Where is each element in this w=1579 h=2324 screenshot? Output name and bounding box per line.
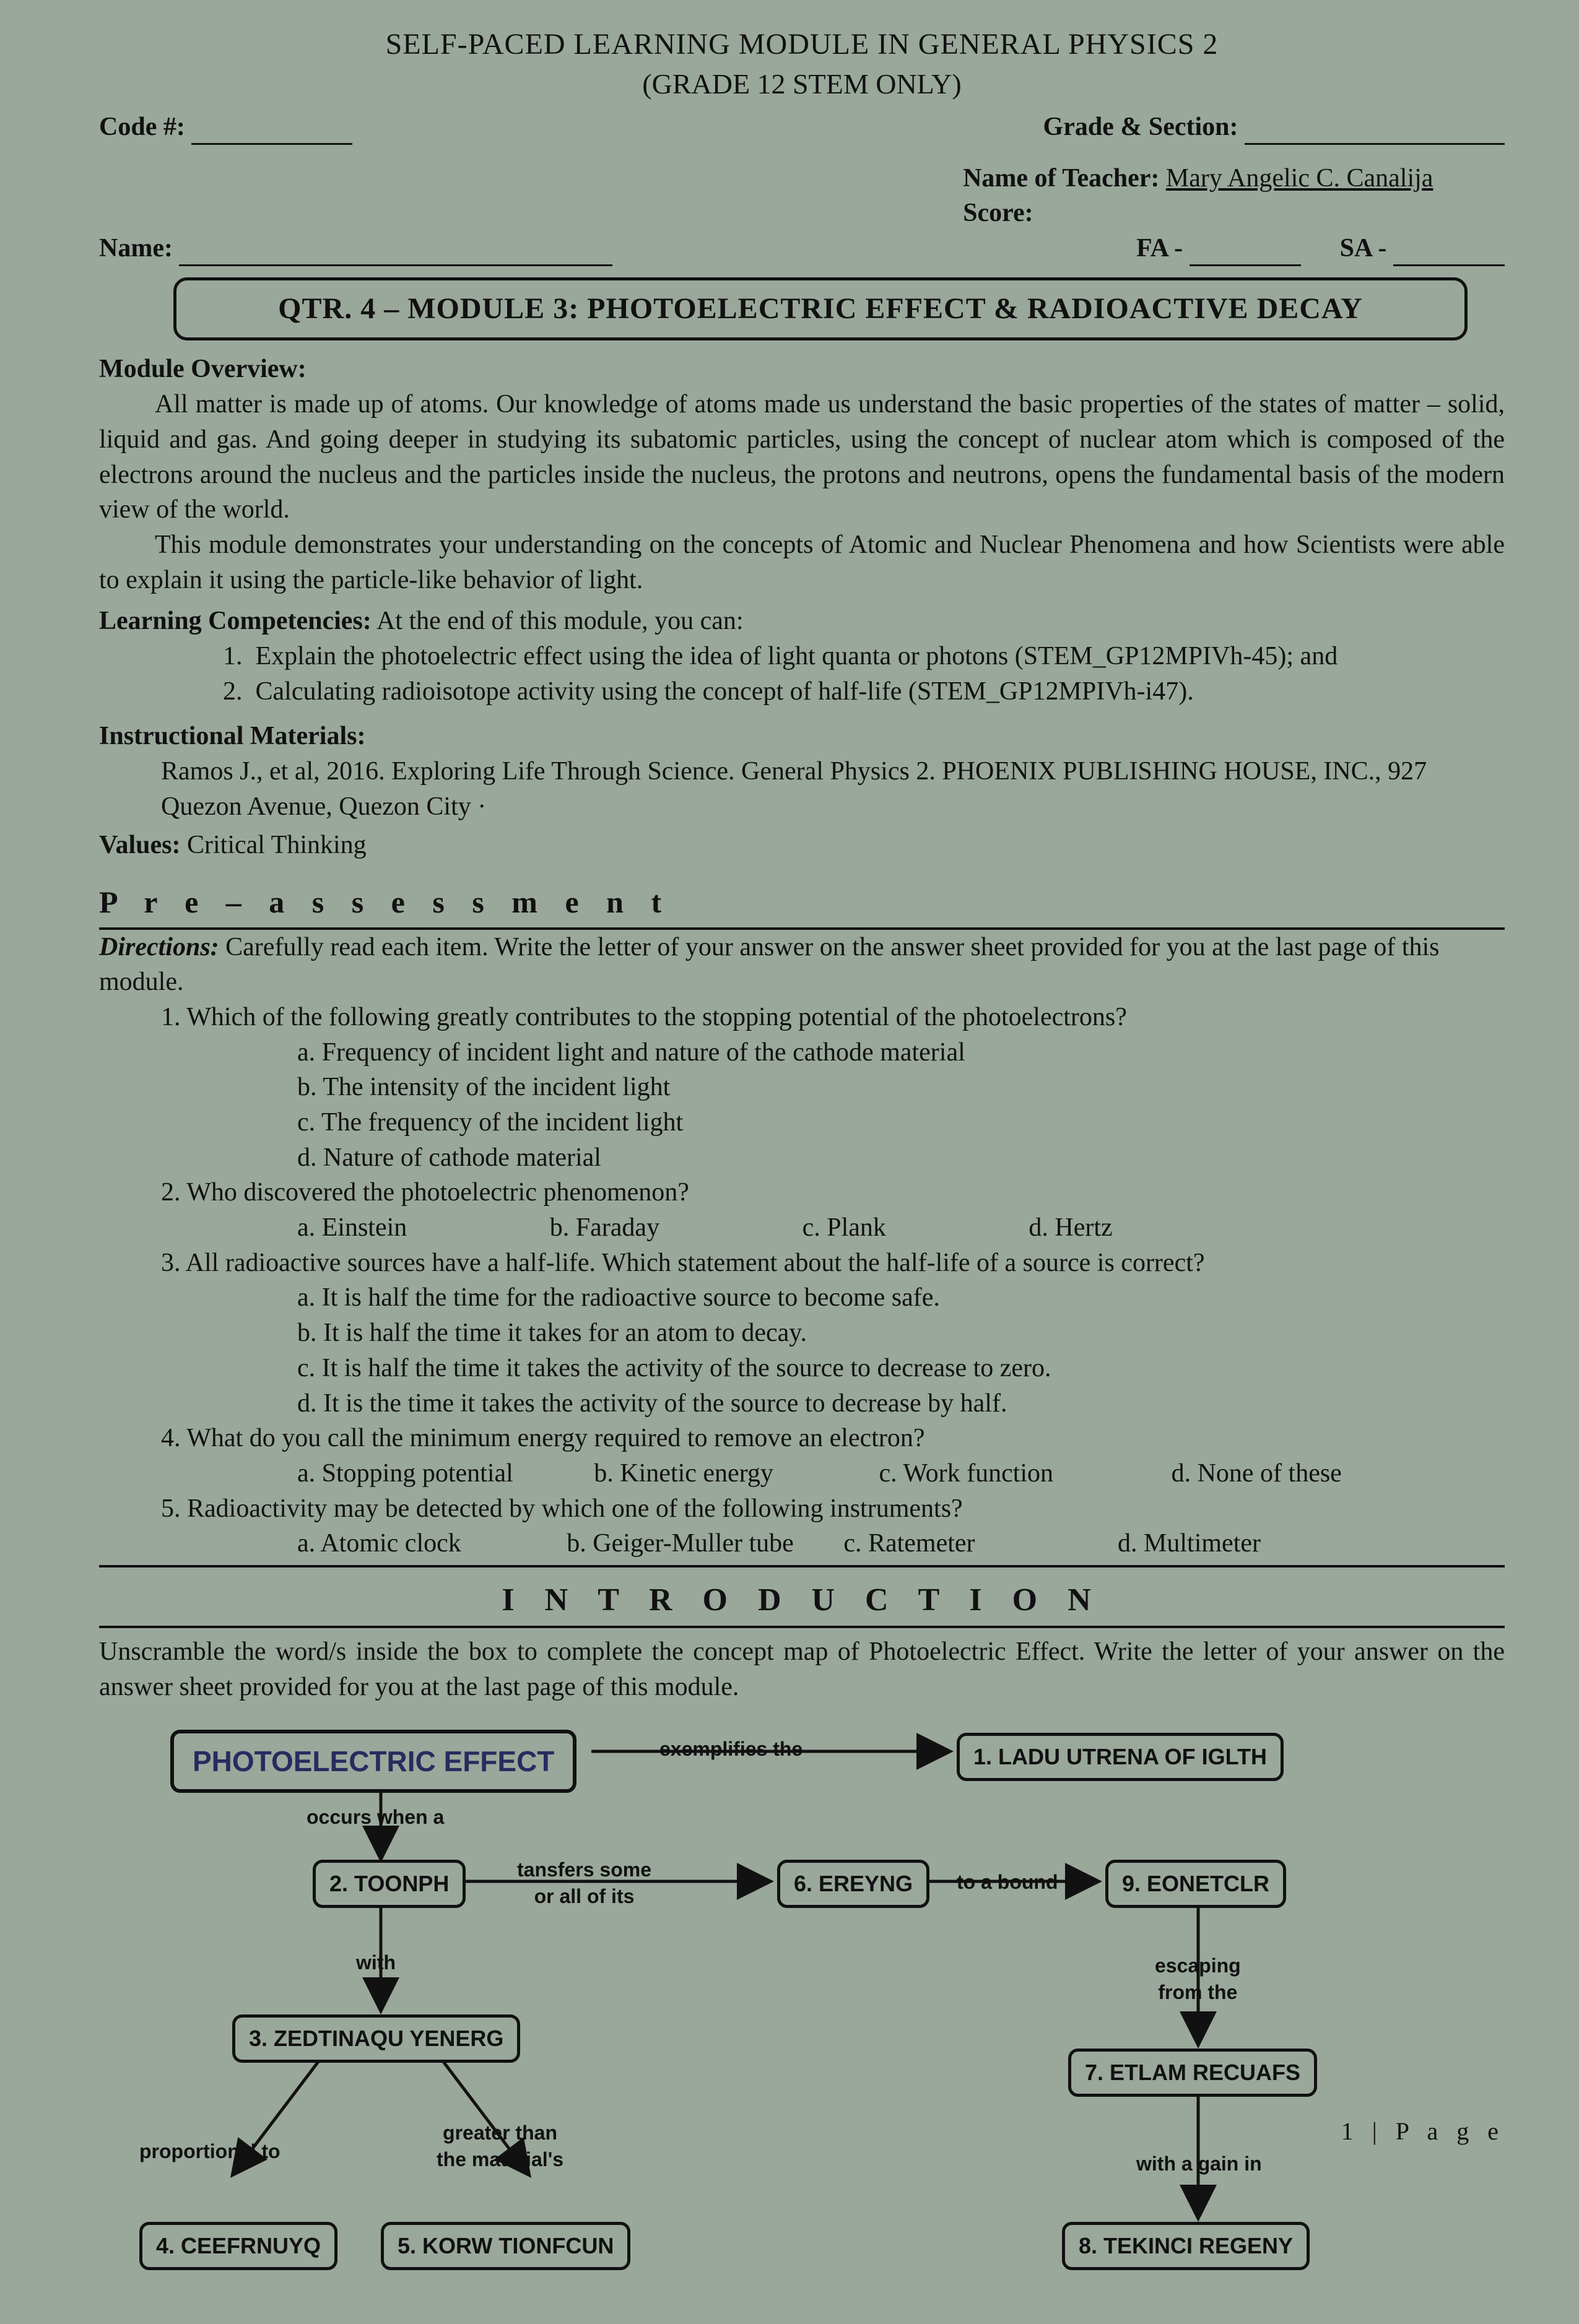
overview-p1: All matter is made up of atoms. Our know… — [99, 387, 1505, 527]
node-6: 6. EREYNG — [777, 1860, 929, 1909]
competencies-lead: At the end of this module, you can: — [376, 607, 744, 635]
directions-label: Directions: — [99, 933, 219, 961]
q2-choices: a. Einstein b. Faraday c. Plank d. Hertz — [297, 1210, 1505, 1246]
edge-9-7: escaping from the — [1155, 1953, 1241, 2006]
code-blank[interactable] — [191, 114, 352, 144]
edge-6-9: to a bound — [957, 1869, 1058, 1896]
q4-stem: 4. What do you call the minimum energy r… — [161, 1421, 1505, 1456]
q4-c: c. Work function — [879, 1456, 1053, 1491]
directions: Directions: Carefully read each item. Wr… — [99, 930, 1505, 1000]
page: SELF-PACED LEARNING MODULE IN GENERAL PH… — [0, 0, 1579, 2173]
q2-c: c. Plank — [803, 1210, 886, 1246]
node-4: 4. CEEFRNUYQ — [139, 2222, 337, 2271]
competency-1: 1. Explain the photoelectric effect usin… — [223, 639, 1505, 674]
node-1: 1. LADU UTRENA OF IGLTH — [957, 1733, 1284, 1782]
sa-label: SA - — [1340, 234, 1387, 262]
module-box: QTR. 4 – MODULE 3: PHOTOELECTRIC EFFECT … — [173, 277, 1468, 341]
values-block: Values: Critical Thinking — [99, 828, 1505, 863]
competency-2: 2. Calculating radioisotope activity usi… — [223, 674, 1505, 709]
introduction-heading: I N T R O D U C T I O N — [99, 1579, 1505, 1622]
teacher-label: Name of Teacher: — [963, 164, 1159, 193]
intro-text: Unscramble the word/s inside the box to … — [99, 1634, 1505, 1704]
teacher-block: Name of Teacher: Mary Angelic C. Canalij… — [963, 161, 1505, 266]
materials-text: Ramos J., et al, 2016. Exploring Life Th… — [161, 754, 1505, 824]
q2-a: a. Einstein — [297, 1210, 407, 1246]
q2-b: b. Faraday — [550, 1210, 659, 1246]
q1-b: b. The intensity of the incident light — [297, 1070, 1505, 1105]
q4-d: d. None of these — [1172, 1456, 1342, 1491]
q5-a: a. Atomic clock — [297, 1526, 461, 1561]
values-heading: Values: — [99, 831, 180, 859]
q5-stem: 5. Radioactivity may be detected by whic… — [161, 1491, 1505, 1527]
edge-7-8: with a gain in — [1136, 2151, 1262, 2177]
grade-field: Grade & Section: — [1043, 110, 1505, 145]
divider-2 — [99, 1626, 1505, 1628]
header-row-2: Name: Name of Teacher: Mary Angelic C. C… — [99, 161, 1505, 266]
score-label: Score: — [963, 199, 1033, 227]
edge-2-6: tansfers some or all of its — [517, 1857, 651, 1910]
values-text: Critical Thinking — [187, 831, 367, 859]
edge-root-2: occurs when a — [307, 1804, 444, 1831]
page-number: 1 | P a g e — [1341, 2115, 1505, 2148]
q2-stem: 2. Who discovered the photoelectric phen… — [161, 1175, 1505, 1210]
competencies-heading: Learning Competencies: — [99, 607, 372, 635]
overview-p2: This module demonstrates your understand… — [99, 527, 1505, 597]
grade-blank[interactable] — [1245, 114, 1505, 144]
competency-1-text: Explain the photoelectric effect using t… — [256, 642, 1338, 670]
module-title: SELF-PACED LEARNING MODULE IN GENERAL PH… — [99, 25, 1505, 65]
competencies-block: Learning Competencies: At the end of thi… — [99, 604, 1505, 639]
q1-c: c. The frequency of the incident light — [297, 1105, 1505, 1140]
node-7: 7. ETLAM RECUAFS — [1068, 2049, 1317, 2097]
q5-choices: a. Atomic clock b. Geiger-Muller tube c.… — [297, 1526, 1505, 1561]
q2-d: d. Hertz — [1029, 1210, 1112, 1246]
code-field: Code #: — [99, 110, 352, 145]
grade-label: Grade & Section: — [1043, 113, 1238, 141]
node-root: PHOTOELECTRIC EFFECT — [170, 1730, 576, 1793]
materials-heading: Instructional Materials: — [99, 719, 1505, 754]
header-row-1: Code #: Grade & Section: — [99, 110, 1505, 145]
q3-a: a. It is half the time for the radioacti… — [297, 1280, 1505, 1316]
q1-stem: 1. Which of the following greatly contri… — [161, 1000, 1505, 1035]
q3-stem: 3. All radioactive sources have a half-l… — [161, 1246, 1505, 1281]
q4-b: b. Kinetic energy — [594, 1456, 773, 1491]
q5-d: d. Multimeter — [1118, 1526, 1261, 1561]
concept-map: PHOTOELECTRIC EFFECT 1. LADU UTRENA OF I… — [121, 1717, 1483, 2324]
module-subtitle: (GRADE 12 STEM ONLY) — [99, 65, 1505, 103]
sa-blank[interactable] — [1393, 235, 1505, 266]
competency-2-text: Calculating radioisotope activity using … — [256, 677, 1194, 706]
q5-b: b. Geiger-Muller tube — [567, 1526, 794, 1561]
preassessment-heading: P r e – a s s e s s m e n t — [99, 882, 1505, 930]
overview-heading: Module Overview: — [99, 352, 1505, 387]
directions-text: Carefully read each item. Write the lett… — [99, 933, 1440, 997]
q3-d: d. It is the time it takes the activity … — [297, 1386, 1505, 1421]
q3-c: c. It is half the time it takes the acti… — [297, 1351, 1505, 1386]
q4-a: a. Stopping potential — [297, 1456, 513, 1491]
name-blank[interactable] — [179, 235, 612, 266]
fa-label: FA - — [1136, 234, 1183, 262]
q1-a: a. Frequency of incident light and natur… — [297, 1035, 1505, 1070]
q1-d: d. Nature of cathode material — [297, 1140, 1505, 1176]
divider — [99, 1565, 1505, 1567]
edge-3-4: proportional to — [139, 2138, 281, 2165]
q3-b: b. It is half the time it takes for an a… — [297, 1316, 1505, 1351]
node-8: 8. TEKINCI REGENY — [1062, 2222, 1310, 2271]
edge-2-3: with — [356, 1949, 396, 1976]
edge-3-5: greater than the material's — [437, 2120, 563, 2173]
q5-c: c. Ratemeter — [843, 1526, 975, 1561]
edge-root-1: exemplifies the — [659, 1736, 803, 1763]
fa-blank[interactable] — [1190, 235, 1301, 266]
node-5: 5. KORW TIONFCUN — [381, 2222, 630, 2271]
teacher-value: Mary Angelic C. Canalija — [1166, 164, 1433, 193]
node-2: 2. TOONPH — [313, 1860, 466, 1909]
q4-choices: a. Stopping potential b. Kinetic energy … — [297, 1456, 1505, 1491]
code-label: Code #: — [99, 113, 185, 141]
name-label: Name: — [99, 234, 173, 262]
node-9: 9. EONETCLR — [1105, 1860, 1286, 1909]
node-3: 3. ZEDTINAQU YENERG — [232, 2014, 520, 2063]
name-field: Name: — [99, 231, 612, 266]
